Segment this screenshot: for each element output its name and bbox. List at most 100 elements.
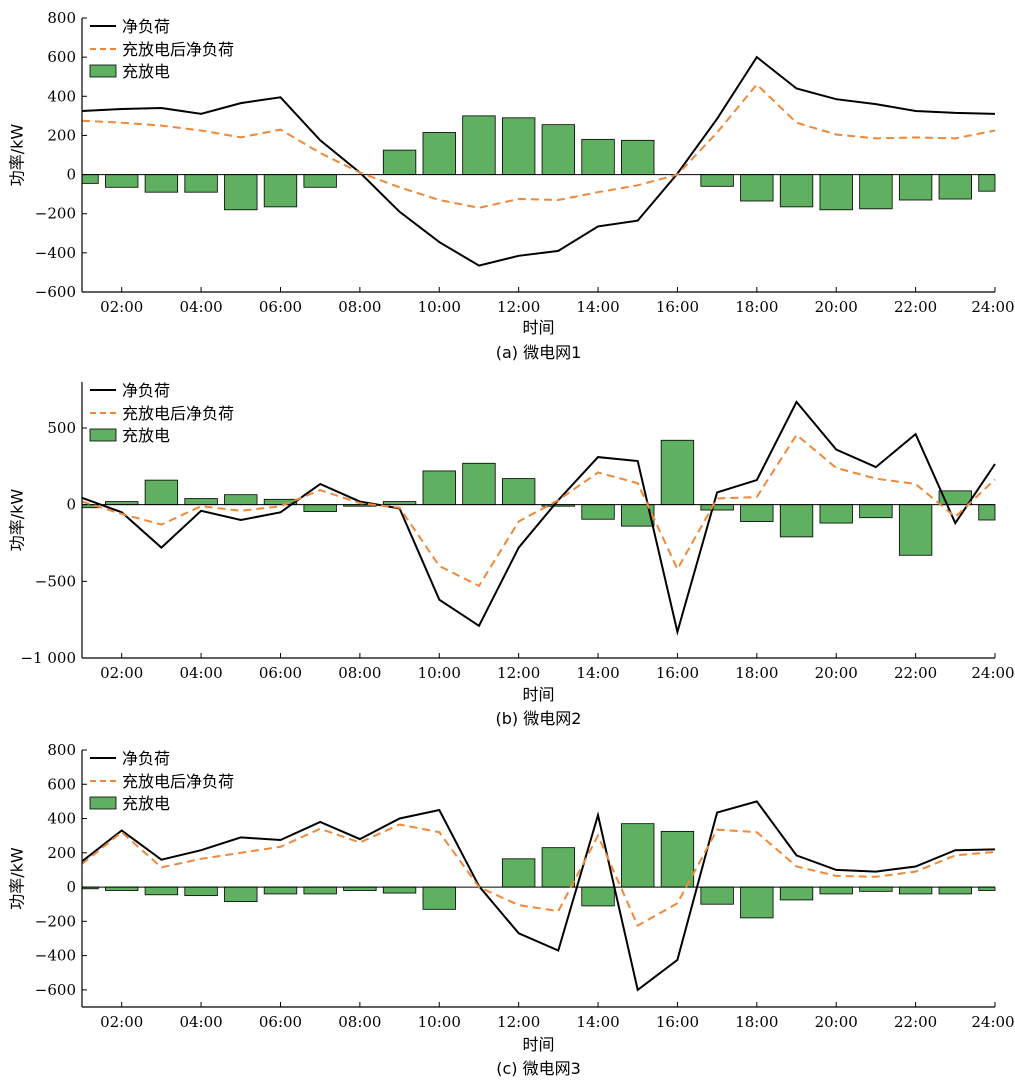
bar — [779, 504, 814, 538]
legend-swatch-bars — [89, 64, 117, 78]
panel-caption: (c) 微电网3 — [496, 1059, 581, 1078]
series-line-net-load — [81, 55, 996, 267]
bar — [501, 478, 536, 506]
y-tick-label: 200 — [47, 844, 76, 862]
x-tick-label: 06:00 — [259, 664, 302, 682]
legend-label-net-load: 净负荷 — [122, 749, 170, 768]
bar — [581, 504, 615, 520]
bar — [81, 174, 99, 184]
x-tick-label: 20:00 — [815, 1013, 858, 1031]
y-tick-label: −400 — [35, 947, 76, 965]
bar — [581, 138, 615, 175]
x-tick-label: 16:00 — [656, 298, 699, 316]
x-tick-label: 04:00 — [179, 1013, 222, 1031]
bar — [859, 174, 893, 210]
bar — [105, 174, 139, 188]
y-tick-label: 0 — [66, 166, 76, 184]
bar — [978, 504, 996, 521]
panel-caption: (b) 微电网2 — [496, 709, 582, 728]
bar — [224, 886, 258, 903]
bar — [779, 886, 814, 901]
bar — [303, 504, 337, 512]
x-tick-label: 20:00 — [815, 664, 858, 682]
legend-label-after: 充放电后净负荷 — [122, 404, 234, 423]
bar — [144, 886, 179, 896]
bar — [224, 174, 258, 211]
x-axis-title: 时间 — [522, 318, 554, 337]
x-tick-label: 08:00 — [338, 1013, 381, 1031]
legend-swatch-bars — [89, 796, 117, 810]
bar — [224, 494, 258, 506]
bar — [144, 479, 179, 506]
y-tick-label: −200 — [35, 205, 76, 223]
x-tick-label: 16:00 — [656, 1013, 699, 1031]
bar — [184, 886, 218, 897]
y-tick-label: 800 — [47, 741, 76, 759]
series-line-after — [81, 823, 996, 928]
x-tick-label: 22:00 — [894, 298, 937, 316]
x-tick-label: 02:00 — [100, 1013, 143, 1031]
x-tick-label: 12:00 — [497, 664, 540, 682]
bar — [422, 886, 456, 910]
y-tick-label: 600 — [47, 48, 76, 66]
bar — [303, 886, 337, 895]
bar — [501, 858, 536, 888]
y-tick-label: 800 — [47, 9, 76, 27]
x-tick-label: 14:00 — [576, 664, 619, 682]
y-tick-label: 400 — [47, 810, 76, 828]
x-tick-label: 20:00 — [815, 298, 858, 316]
y-axis-title: 功率/kW — [8, 847, 27, 910]
bar — [740, 174, 774, 202]
bar — [184, 498, 218, 506]
bar — [343, 886, 377, 891]
x-tick-label: 08:00 — [338, 298, 381, 316]
legend-swatch-bars — [89, 428, 117, 442]
bar — [700, 504, 734, 511]
x-tick-label: 02:00 — [100, 298, 143, 316]
bar — [859, 504, 893, 519]
bar — [898, 886, 933, 895]
x-tick-label: 10:00 — [418, 664, 461, 682]
bar — [541, 124, 576, 175]
x-tick-label: 24:00 — [971, 298, 1014, 316]
bar — [898, 504, 933, 556]
x-tick-label: 02:00 — [100, 664, 143, 682]
x-tick-label: 14:00 — [576, 1013, 619, 1031]
y-tick-label: −600 — [35, 283, 76, 301]
bar — [938, 174, 972, 200]
y-tick-label: −600 — [35, 981, 76, 999]
y-tick-label: −200 — [35, 912, 76, 930]
y-tick-label: 200 — [47, 126, 76, 144]
bar — [581, 886, 615, 907]
bar-series — [81, 439, 996, 556]
bar — [779, 174, 814, 208]
x-tick-label: 24:00 — [971, 1013, 1014, 1031]
bar — [740, 886, 774, 919]
legend-label-after: 充放电后净负荷 — [122, 772, 234, 791]
x-tick-label: 12:00 — [497, 1013, 540, 1031]
bar — [422, 470, 456, 506]
bar — [105, 886, 139, 891]
series-line-after — [81, 83, 996, 209]
bar — [382, 886, 417, 894]
bar — [303, 174, 337, 188]
x-tick-label: 14:00 — [576, 298, 619, 316]
bar — [541, 847, 576, 888]
x-tick-label: 12:00 — [497, 298, 540, 316]
x-tick-label: 18:00 — [735, 1013, 778, 1031]
x-tick-label: 24:00 — [971, 664, 1014, 682]
bar — [144, 174, 179, 193]
x-tick-label: 18:00 — [735, 664, 778, 682]
bar — [978, 174, 996, 192]
bar — [184, 174, 218, 193]
x-tick-label: 06:00 — [259, 1013, 302, 1031]
x-tick-label: 06:00 — [259, 298, 302, 316]
x-axis-title: 时间 — [522, 1035, 554, 1054]
y-tick-label: −1 000 — [20, 649, 76, 667]
y-tick-label: 0 — [66, 878, 76, 896]
bar — [660, 439, 695, 506]
